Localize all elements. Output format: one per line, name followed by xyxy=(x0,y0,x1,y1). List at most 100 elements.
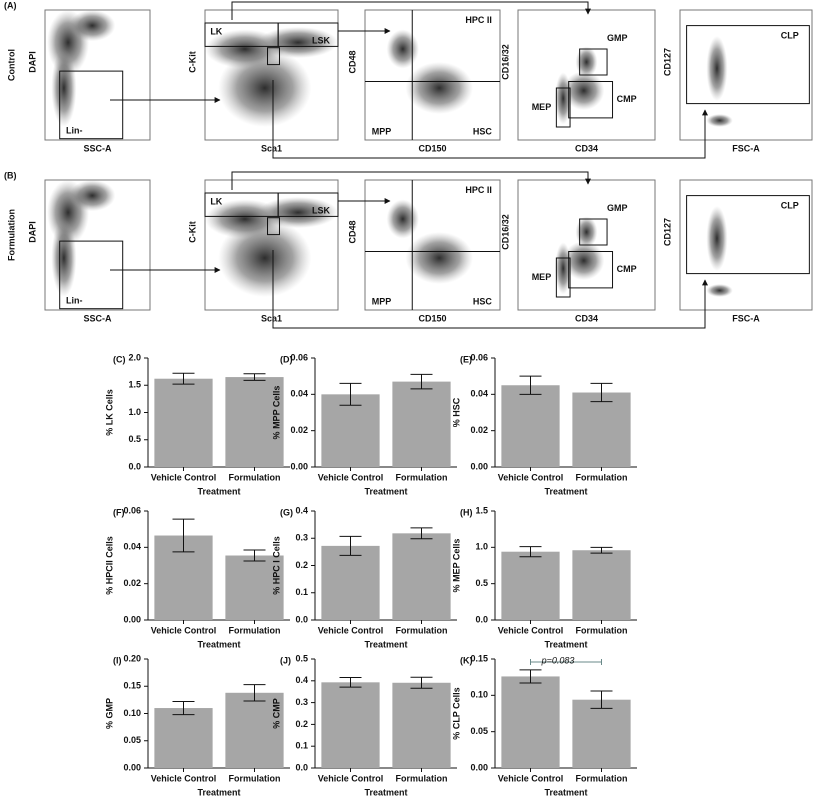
flow-y-label: CD48 xyxy=(347,50,357,73)
y-tick-label: 1.5 xyxy=(128,380,141,390)
x-axis-label: Treatment xyxy=(544,486,587,496)
bar xyxy=(321,394,380,467)
y-tick-label: 0.2 xyxy=(295,719,308,729)
y-axis-label: % GMP xyxy=(104,698,114,729)
x-tick-label: Formulation xyxy=(576,472,628,482)
x-tick-label: Vehicle Control xyxy=(498,773,564,783)
bar xyxy=(225,555,284,620)
error-bar xyxy=(339,382,362,406)
gate xyxy=(579,48,608,76)
flow-y-label: DAPI xyxy=(27,221,37,243)
y-tick-label: 0.5 xyxy=(295,653,308,663)
gate-label: MPP xyxy=(372,297,392,307)
flow-x-label: FSC-A xyxy=(732,143,760,153)
error-bar xyxy=(410,527,433,540)
bar xyxy=(392,682,451,768)
y-tick-label: 0.00 xyxy=(123,614,141,624)
y-tick-label: 0.10 xyxy=(470,690,488,700)
flow-y-label: C-Kit xyxy=(187,51,197,73)
error-bar xyxy=(590,546,613,554)
y-tick-label: 0.20 xyxy=(123,653,141,663)
gate-label: Lin- xyxy=(66,125,83,135)
bar xyxy=(321,545,380,620)
event-cloud xyxy=(218,49,312,127)
flow-y-label: CD48 xyxy=(347,220,357,243)
y-tick-label: 2.0 xyxy=(128,352,141,362)
y-axis-label: % HSC xyxy=(451,397,461,427)
y-tick-label: 0.00 xyxy=(470,762,488,772)
event-cloud xyxy=(218,219,312,297)
x-tick-label: Formulation xyxy=(396,472,448,482)
panel-label: (E) xyxy=(460,354,472,364)
event-cloud xyxy=(405,232,473,284)
event-cloud xyxy=(69,180,116,212)
y-tick-label: 0.1 xyxy=(295,741,308,751)
event-cloud xyxy=(706,36,728,101)
event-cloud xyxy=(51,49,77,127)
gate-label: MEP xyxy=(532,272,552,282)
y-axis-label: % MPP Cells xyxy=(271,386,281,440)
bar xyxy=(572,699,631,768)
x-tick-label: Formulation xyxy=(396,625,448,635)
y-tick-label: 0.00 xyxy=(123,762,141,772)
flow-y-label: CD16/32 xyxy=(500,44,510,80)
error-bar xyxy=(519,546,542,558)
y-tick-label: 0.0 xyxy=(295,614,308,624)
bar xyxy=(572,550,631,620)
panel-label: (K) xyxy=(460,655,473,665)
error-bar xyxy=(243,373,266,381)
flow-x-label: SSC-A xyxy=(83,313,112,323)
event-cloud xyxy=(386,29,419,69)
x-axis-label: Treatment xyxy=(364,639,407,649)
flow-x-label: CD150 xyxy=(418,313,446,323)
y-tick-label: 0.0 xyxy=(128,461,141,471)
panel-label: (H) xyxy=(460,507,473,517)
event-cloud xyxy=(563,241,605,281)
bar xyxy=(154,378,213,467)
error-bar xyxy=(590,382,613,403)
event-cloud xyxy=(405,62,473,114)
y-tick-label: 0.06 xyxy=(123,505,141,515)
y-tick-label: 0.04 xyxy=(123,542,141,552)
gate-label: LK xyxy=(210,26,222,36)
error-bar xyxy=(243,684,266,702)
error-bar xyxy=(519,669,542,684)
gate-label: CMP xyxy=(617,94,637,104)
y-tick-label: 0.02 xyxy=(123,578,141,588)
error-bar xyxy=(243,549,266,562)
flow-x-label: SSC-A xyxy=(83,143,112,153)
x-axis-label: Treatment xyxy=(197,639,240,649)
plot-frame xyxy=(679,9,813,141)
y-tick-label: 0.06 xyxy=(470,352,488,362)
bar xyxy=(501,551,560,620)
x-tick-label: Vehicle Control xyxy=(151,472,217,482)
x-tick-label: Formulation xyxy=(396,773,448,783)
flow-x-label: CD34 xyxy=(575,313,598,323)
x-axis-label: Treatment xyxy=(197,787,240,797)
flow-y-label: CD127 xyxy=(662,218,672,246)
x-tick-label: Formulation xyxy=(576,773,628,783)
x-tick-label: Vehicle Control xyxy=(318,773,384,783)
y-axis-label: % HPC I Cells xyxy=(271,536,281,595)
bar xyxy=(154,708,213,768)
y-tick-label: 0.3 xyxy=(295,697,308,707)
panel-label: (I) xyxy=(113,655,122,665)
panel-label: (G) xyxy=(280,507,293,517)
gate-label: LSK xyxy=(312,36,331,46)
y-axis-label: % LK Cells xyxy=(104,389,114,436)
x-tick-label: Formulation xyxy=(576,625,628,635)
y-axis-label: % MEP Cells xyxy=(451,539,461,593)
y-tick-label: 0.2 xyxy=(295,560,308,570)
gate xyxy=(555,257,571,298)
error-bar xyxy=(519,375,542,395)
row-label: (A) xyxy=(4,0,17,10)
gate-label: CLP xyxy=(781,200,799,210)
y-tick-label: 0.02 xyxy=(470,425,488,435)
gate-label: LK xyxy=(210,196,222,206)
gate-label: GMP xyxy=(607,33,628,43)
y-axis-label: % HPCII Cells xyxy=(104,536,114,595)
bar xyxy=(225,377,284,467)
x-axis-label: Treatment xyxy=(544,639,587,649)
y-tick-label: 0.1 xyxy=(295,587,308,597)
